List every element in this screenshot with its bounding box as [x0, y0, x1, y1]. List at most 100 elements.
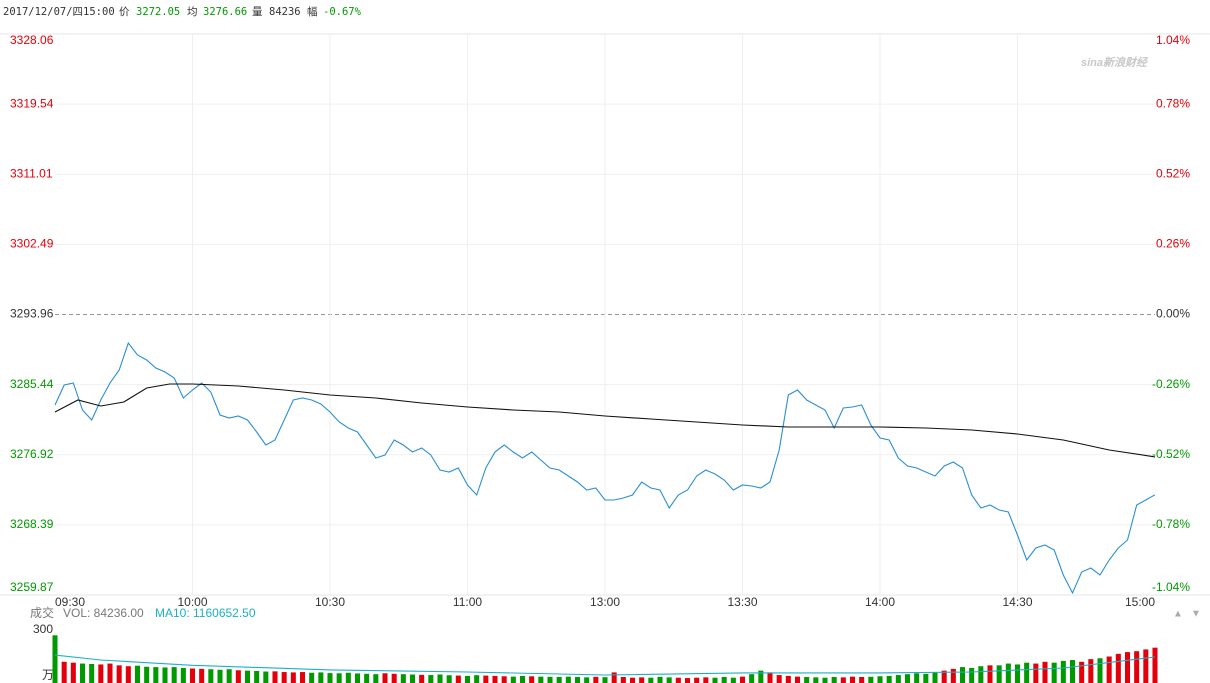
x-tick-label: 14:00: [865, 595, 895, 609]
volume-bar: [79, 663, 86, 683]
volume-bar: [364, 673, 370, 683]
volume-bar: [281, 672, 287, 683]
volume-bar: [52, 635, 58, 683]
volume-bar: [593, 676, 599, 683]
volume-bar: [721, 676, 727, 683]
volume-bar: [501, 676, 507, 683]
volume-bar: [1134, 651, 1140, 683]
volume-bar: [749, 674, 755, 683]
volume-bar: [648, 677, 654, 683]
volume-bar: [1005, 663, 1011, 683]
volume-bar: [134, 665, 141, 683]
volume-bar: [712, 677, 718, 683]
y2-tick-label: -1.04%: [1152, 580, 1190, 594]
volume-bar: [299, 672, 306, 683]
volume-bar: [455, 675, 461, 683]
volume-bar: [758, 670, 764, 683]
volume-bar: [89, 663, 95, 683]
y2-tick-label: -0.26%: [1152, 377, 1190, 391]
volume-bar: [189, 668, 196, 683]
volume: 84236: [269, 6, 301, 18]
volume-bar: [684, 678, 691, 683]
volume-bar: [1060, 660, 1066, 683]
volume-bar: [235, 670, 241, 683]
volume-bar: [849, 676, 856, 683]
volume-bar: [244, 670, 251, 683]
volume-bar: [574, 676, 581, 683]
volume-bar: [1024, 662, 1030, 683]
price: 3272.05: [136, 6, 180, 18]
volume-bar: [877, 676, 883, 683]
volume-bar: [657, 676, 663, 683]
volume-bar: [904, 674, 911, 683]
scroll-down[interactable]: ▼: [1191, 609, 1201, 620]
volume-bar: [272, 671, 278, 683]
x-tick-label: 11:00: [453, 595, 482, 609]
y2-tick-label: -0.78%: [1152, 517, 1190, 531]
volume-bar: [382, 673, 388, 683]
volume-bar: [217, 669, 223, 683]
change-label: 幅: [307, 5, 318, 18]
volume-bar: [639, 677, 645, 683]
volume-bar: [254, 670, 260, 683]
volume-bar: [666, 677, 672, 683]
volume-bar: [290, 672, 296, 683]
volume-bar: [437, 674, 443, 683]
x-tick-label: 14:30: [1002, 595, 1032, 609]
volume-bar: [1152, 647, 1158, 683]
volume-bar: [70, 662, 76, 683]
volume-bar: [1042, 661, 1048, 683]
volume-bar: [547, 676, 553, 683]
avg: 3276.66: [203, 6, 247, 18]
y-tick-label: 3268.39: [10, 517, 54, 531]
volume-bar: [859, 676, 865, 683]
x-tick-label: 13:00: [590, 595, 620, 609]
y2-tick-label: 0.26%: [1156, 237, 1190, 251]
change: -0.67%: [323, 6, 362, 18]
volume-value: VOL: 84236.00: [63, 606, 144, 620]
volume-bar: [822, 677, 828, 683]
x-tick-label: 10:30: [315, 595, 345, 609]
volume-bar: [1051, 662, 1057, 683]
volume-bar: [675, 677, 681, 683]
volume-bar: [538, 676, 544, 683]
volume-bar: [987, 665, 993, 683]
volume-bar: [804, 676, 810, 683]
volume-bar: [116, 665, 122, 683]
volume-bar: [978, 666, 984, 683]
volume-bar: [886, 675, 892, 683]
volume-bar: [483, 675, 489, 683]
y-tick-label: 3328.06: [10, 33, 54, 47]
y-tick-label: 300: [33, 622, 53, 636]
volume-bar: [309, 672, 315, 683]
volume-bar: [1014, 664, 1021, 683]
volume-bar: [419, 674, 425, 683]
volume-bar: [941, 670, 947, 683]
volume-bar: [1124, 652, 1131, 683]
x-tick-label: 09:30: [55, 595, 85, 609]
volume-bar: [611, 672, 617, 683]
y-tick-label: 3311.01: [10, 166, 53, 180]
y2-tick-label: 0.52%: [1156, 166, 1190, 180]
volume-bar: [959, 667, 966, 683]
volume-bar: [1097, 658, 1103, 683]
volume-bar: [263, 671, 269, 683]
y-tick-label: 3276.92: [10, 447, 54, 461]
volume-bar: [730, 677, 736, 683]
volume-bar: [1106, 656, 1112, 683]
volume-bar: [492, 675, 498, 683]
volume-bar: [694, 677, 700, 683]
volume-bar: [932, 672, 938, 683]
scroll-up[interactable]: ▲: [1173, 609, 1183, 620]
volume-bar: [107, 663, 113, 683]
volume-bar: [703, 677, 709, 683]
volume-bar: [1088, 659, 1094, 683]
volume-bar: [327, 673, 333, 683]
ma-line: [54, 654, 1156, 676]
volume-bar: [969, 667, 975, 683]
volume-bar: [914, 673, 920, 683]
volume-bar: [144, 666, 150, 683]
volume-label: 量: [252, 6, 263, 18]
volume-title: 成交: [30, 605, 54, 620]
